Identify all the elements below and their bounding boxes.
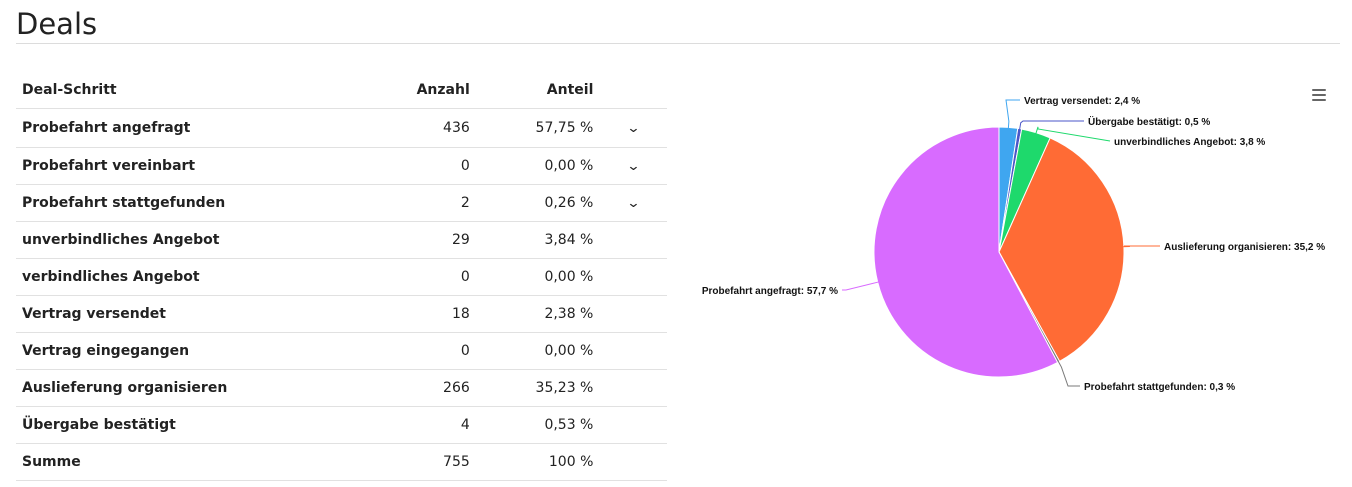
table-row: unverbindliches Angebot 29 3,84 %	[16, 221, 667, 259]
cell-total-count: 755	[347, 443, 476, 481]
header-expand	[599, 72, 667, 109]
expand-cell	[599, 369, 667, 407]
expand-cell	[599, 295, 667, 333]
expand-cell	[599, 221, 667, 259]
table-row[interactable]: Probefahrt vereinbart 0 0,00 % ⌄	[16, 147, 667, 185]
table-row: Auslieferung organisieren 266 35,23 %	[16, 369, 667, 407]
pie-data-label: Übergabe bestätigt: 0,5 %	[1088, 115, 1210, 128]
cell-deal-step: unverbindliches Angebot	[16, 221, 348, 259]
cell-count: 0	[347, 147, 476, 185]
table-row: Vertrag versendet 18 2,38 %	[16, 295, 667, 333]
pie-connector-line	[1035, 126, 1111, 142]
table-row: verbindliches Angebot 0 0,00 %	[16, 258, 667, 296]
cell-count: 266	[347, 369, 476, 407]
cell-count: 4	[347, 406, 476, 444]
pie-connector-line	[842, 281, 880, 291]
header-deal-step: Deal-Schritt	[16, 72, 348, 109]
table-row[interactable]: Probefahrt stattgefunden 2 0,26 % ⌄	[16, 184, 667, 222]
pie-data-label: Vertrag versendet: 2,4 %	[1024, 96, 1140, 107]
chevron-down-icon[interactable]: ⌄	[626, 120, 641, 136]
pie-connector-line	[1018, 120, 1084, 131]
pie-connector-line	[1121, 245, 1160, 248]
table-row: Übergabe bestätigt 4 0,53 %	[16, 406, 667, 444]
header-count: Anzahl	[347, 72, 476, 109]
table-header-row: Deal-Schritt Anzahl Anteil	[16, 72, 667, 109]
cell-count: 436	[347, 108, 476, 148]
cell-count: 18	[347, 295, 476, 333]
cell-share: 3,84 %	[475, 221, 600, 259]
cell-deal-step: verbindliches Angebot	[16, 258, 348, 296]
cell-deal-step: Vertrag versendet	[16, 295, 348, 333]
pie-connector-line	[1057, 359, 1080, 387]
page-title: Deals	[16, 7, 98, 41]
deals-table-container: Deal-Schritt Anzahl Anteil Probefahrt an…	[16, 72, 667, 481]
cell-deal-step: Auslieferung organisieren	[16, 369, 348, 407]
pie-chart: Vertrag versendet: 2,4 % Übergabe bestäti…	[702, 96, 1325, 393]
expand-cell[interactable]: ⌄	[599, 184, 667, 222]
cell-share: 0,26 %	[475, 184, 600, 222]
expand-cell	[599, 332, 667, 370]
expand-cell	[599, 258, 667, 296]
cell-share: 57,75 %	[475, 108, 600, 148]
expand-cell[interactable]: ⌄	[599, 108, 667, 148]
pie-data-label: unverbindliches Angebot: 3,8 %	[1114, 137, 1265, 148]
cell-total-share: 100 %	[475, 443, 600, 481]
cell-share: 0,53 %	[475, 406, 600, 444]
cell-share: 2,38 %	[475, 295, 600, 333]
table-row: Vertrag eingegangen 0 0,00 %	[16, 332, 667, 370]
expand-cell[interactable]: ⌄	[599, 147, 667, 185]
table-body: Probefahrt angefragt 436 57,75 % ⌄ Probefahr…	[16, 108, 667, 481]
expand-cell	[599, 406, 667, 444]
cell-count: 0	[347, 258, 476, 296]
chevron-down-icon[interactable]: ⌄	[626, 158, 641, 174]
cell-share: 0,00 %	[475, 147, 600, 185]
cell-deal-step: Probefahrt stattgefunden	[16, 184, 348, 222]
expand-cell	[599, 443, 667, 481]
pie-data-label: Probefahrt angefragt: 57,7 %	[702, 286, 838, 297]
cell-count: 0	[347, 332, 476, 370]
cell-share: 35,23 %	[475, 369, 600, 407]
cell-total-label: Summe	[16, 443, 348, 481]
cell-count: 2	[347, 184, 476, 222]
pie-chart-container: Vertrag versendet: 2,4 % Übergabe bestäti…	[690, 80, 1350, 410]
table-row[interactable]: Probefahrt angefragt 436 57,75 % ⌄	[16, 108, 667, 148]
chevron-down-icon[interactable]: ⌄	[626, 195, 641, 211]
header-share: Anteil	[475, 72, 600, 109]
pie-data-label: Auslieferung organisieren: 35,2 %	[1164, 242, 1325, 253]
pie-data-label: Probefahrt stattgefunden: 0,3 %	[1084, 382, 1235, 393]
cell-share: 0,00 %	[475, 332, 600, 370]
chart-menu-icon[interactable]	[1312, 89, 1326, 101]
pie-connector-line	[1005, 99, 1020, 130]
cell-count: 29	[347, 221, 476, 259]
table-total-row: Summe 755 100 %	[16, 443, 667, 481]
cell-deal-step: Übergabe bestätigt	[16, 406, 348, 444]
title-divider	[16, 43, 1340, 44]
cell-share: 0,00 %	[475, 258, 600, 296]
cell-deal-step: Vertrag eingegangen	[16, 332, 348, 370]
cell-deal-step: Probefahrt angefragt	[16, 108, 348, 148]
cell-deal-step: Probefahrt vereinbart	[16, 147, 348, 185]
deals-table: Deal-Schritt Anzahl Anteil Probefahrt an…	[16, 72, 667, 481]
